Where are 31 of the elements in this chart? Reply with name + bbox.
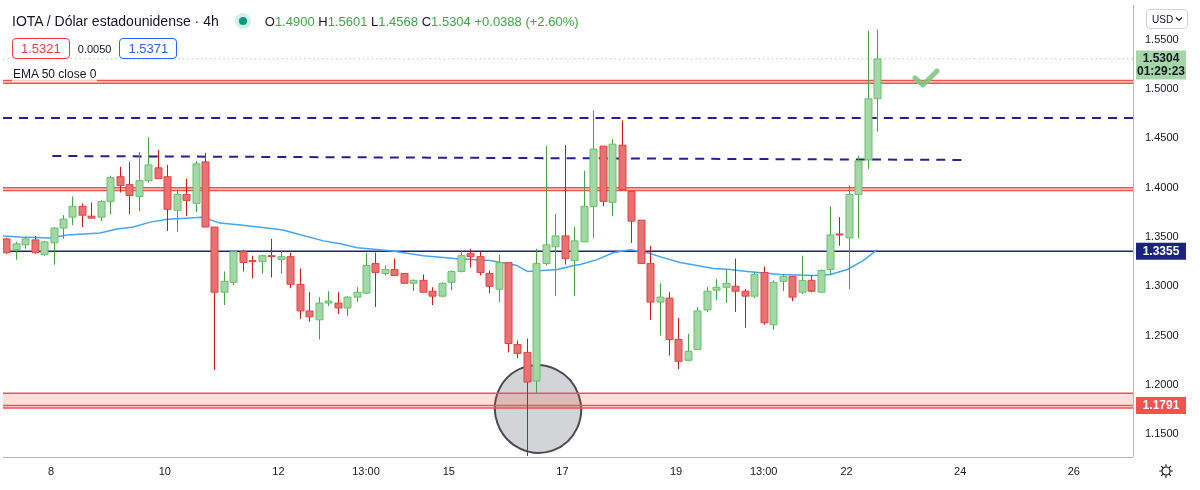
y-tick-label: 1.3500 xyxy=(1145,229,1179,242)
y-tick-label: 1.1500 xyxy=(1145,427,1179,440)
y-tick-label: 1.4000 xyxy=(1145,180,1179,193)
x-tick-label: 12 xyxy=(272,464,285,477)
y-tick-label: 1.2000 xyxy=(1145,377,1179,390)
annotation: EMA 50 close 0 xyxy=(12,66,98,82)
annotation: 1.5321 xyxy=(12,38,70,59)
text: O1.4900 H1.5601 L1.4568 C1.5304 +0.0388 (+2.60%) xyxy=(264,13,579,29)
annotation: 1.5371 xyxy=(119,38,178,59)
y-tick-label: 1.5000 xyxy=(1145,81,1179,94)
y-tick-label: 1.5500 xyxy=(1145,32,1179,45)
ref-line-label: 1.1791 xyxy=(1142,397,1180,412)
x-tick-label: 13:00 xyxy=(749,464,778,477)
annotation: 0.0050 xyxy=(77,42,112,55)
x-tick-label: 8 xyxy=(48,464,55,477)
y-axis-title: USD xyxy=(1152,13,1174,25)
text: IOTA / Dólar estadounidense · 4h xyxy=(12,13,219,29)
x-tick-label: 15 xyxy=(442,464,455,477)
y-tick-label: 1.3000 xyxy=(1145,279,1179,292)
x-tick-label: 19 xyxy=(669,464,683,477)
ref-line-label: 1.3355 xyxy=(1142,243,1180,258)
x-tick-label: 22 xyxy=(840,464,853,477)
x-tick-label: 26 xyxy=(1067,464,1080,477)
x-tick-label: 10 xyxy=(158,464,171,477)
x-tick-label: 17 xyxy=(556,464,569,477)
y-tick-label: 1.4500 xyxy=(1145,131,1179,144)
ref-line-label: 1.5304 01:29:23 xyxy=(1136,51,1186,78)
x-tick-label: 24 xyxy=(954,464,967,477)
currency-button: USD xyxy=(1146,9,1188,29)
y-tick-label: 1.2500 xyxy=(1145,328,1179,341)
x-tick-label: 13:00 xyxy=(352,464,380,477)
